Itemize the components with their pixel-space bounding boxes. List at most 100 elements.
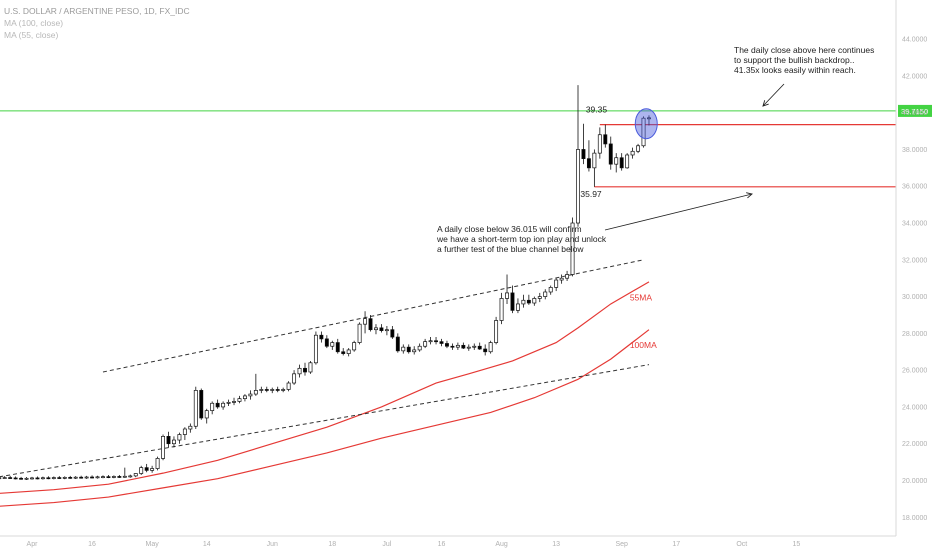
x-tick-label: Apr: [27, 541, 39, 548]
y-tick-label: 32.0000: [902, 257, 927, 264]
candle-body: [286, 382, 291, 390]
candle-body: [374, 327, 378, 331]
channel-lines: [0, 259, 650, 478]
candle-body: [68, 477, 73, 479]
candle-body: [242, 395, 247, 400]
candle-body: [35, 477, 40, 480]
candlesticks: [0, 85, 651, 480]
resistance-label: 39.35: [586, 105, 608, 115]
candle-body: [79, 476, 84, 479]
candle-body: [313, 334, 318, 364]
candle-body: [297, 367, 302, 375]
support-label: 35.97: [580, 189, 602, 199]
candle-body: [597, 134, 602, 154]
candle-body: [603, 134, 608, 145]
candle-body: [401, 346, 406, 352]
y-tick-label: 18.0000: [902, 515, 927, 522]
candle-body: [450, 345, 455, 348]
candle-body: [341, 351, 346, 354]
arrow-middle: [604, 193, 753, 231]
ma55-line: [0, 281, 650, 494]
candle-body: [172, 439, 176, 445]
candle-body: [210, 402, 215, 411]
candle-body: [515, 303, 520, 311]
arrow-top-head: [762, 100, 769, 107]
y-tick-label: 36.0000: [902, 184, 927, 191]
candle-body: [51, 477, 56, 479]
candle-body: [384, 329, 389, 332]
arrow-middle-head: [746, 192, 753, 199]
current-price-label: 39.7150: [901, 107, 928, 116]
note-middle: a further test of the blue channel below: [437, 244, 584, 254]
candle-body: [177, 434, 182, 441]
candle-body: [150, 468, 155, 471]
ma-label: 55MA: [630, 292, 653, 302]
candle-body: [395, 336, 400, 352]
candle-body: [139, 467, 144, 474]
candle-body: [57, 477, 62, 479]
candle-body: [488, 342, 493, 353]
candle-body: [319, 334, 324, 340]
upper-channel-line: [102, 259, 644, 373]
candle-body: [636, 145, 641, 152]
candle-body: [264, 389, 269, 391]
candle-body: [439, 341, 444, 344]
candle-body: [423, 341, 428, 347]
candle-body: [586, 158, 591, 169]
candle-body: [368, 318, 373, 331]
candle-body: [199, 390, 204, 419]
candle-body: [221, 402, 226, 408]
note-top-right: 41.35x looks easily within reach.: [734, 65, 856, 75]
candle-body: [647, 117, 651, 120]
candle-body: [445, 343, 449, 347]
candle-body: [232, 401, 236, 403]
candle-body: [122, 475, 127, 478]
candle-body: [554, 279, 559, 288]
candle-body: [390, 329, 395, 338]
candle-body: [521, 299, 526, 305]
candle-body: [537, 296, 542, 299]
candle-body: [308, 362, 313, 373]
candle-body: [461, 344, 466, 349]
candle-body: [330, 342, 335, 347]
current-price-tag: [898, 104, 932, 117]
candle-body: [2, 477, 7, 479]
candle-body: [303, 367, 307, 373]
arrow-top: [762, 83, 785, 107]
candle-body: [270, 389, 275, 391]
candle-body: [417, 345, 422, 351]
candle-body: [133, 473, 138, 477]
candle-body: [466, 346, 471, 349]
x-tick-label: 13: [552, 541, 560, 548]
candle-body: [24, 477, 29, 480]
candle-body: [215, 402, 220, 408]
candle-body: [13, 477, 18, 480]
candle-body: [406, 346, 411, 353]
candle-body: [592, 152, 597, 169]
candle-body: [335, 342, 340, 353]
candle-body: [95, 476, 100, 479]
y-tick-label: 38.0000: [902, 147, 927, 154]
symbol-title: U.S. DOLLAR / ARGENTINE PESO, 1D, FX_IDC: [4, 6, 190, 16]
candle-body: [166, 436, 171, 445]
highlight-ellipse: [634, 108, 658, 140]
y-tick-label: 22.0000: [902, 441, 927, 448]
moving-averages: 55MA 100MA: [0, 281, 657, 507]
candle-body: [40, 477, 45, 480]
candle-body: [477, 345, 482, 350]
candle-body: [581, 149, 586, 160]
candle-body: [499, 298, 504, 321]
y-tick-label: 44.0000: [902, 37, 927, 44]
candle-body: [193, 390, 198, 427]
candle-body: [237, 398, 242, 402]
candle-body: [619, 157, 624, 169]
candle-body: [526, 299, 531, 304]
candle-body: [144, 467, 149, 471]
candle-body: [117, 476, 122, 478]
candle-body: [275, 389, 280, 391]
y-tick-label: 24.0000: [902, 404, 927, 411]
x-tick-label: 14: [203, 541, 211, 548]
x-tick-label: Oct: [736, 541, 747, 548]
x-tick-label: 17: [672, 541, 680, 548]
